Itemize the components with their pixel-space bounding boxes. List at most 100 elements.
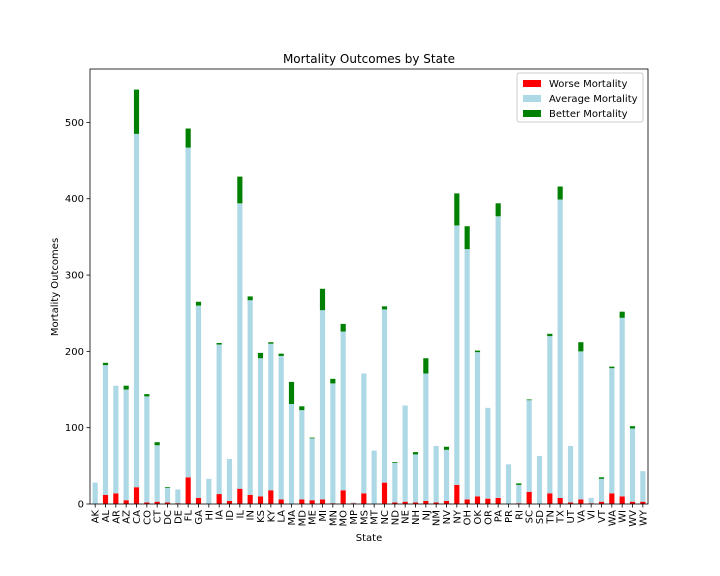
x-tick-label: IA <box>215 510 226 520</box>
bar-tx-series-0 <box>557 497 563 504</box>
y-tick-label: 300 <box>65 271 84 282</box>
x-tick-label: NC <box>380 510 391 524</box>
x-tick-label: FL <box>184 510 195 522</box>
bar-ut-series-0 <box>567 502 574 504</box>
x-tick-label: RI <box>514 510 525 520</box>
bar-ia-series-0 <box>216 494 222 504</box>
bar-la-series-2 <box>278 353 284 356</box>
x-tick-label: OH <box>463 510 474 525</box>
bar-il-series-2 <box>237 176 243 204</box>
bar-ky-series-1 <box>268 343 274 491</box>
x-tick-label: CT <box>153 509 164 523</box>
bar-ct-series-2 <box>154 442 160 446</box>
plot-area: AK AL AR AZ CA CO CT DC DE FL GA HI IA ID IL IN KS KY LA MA… <box>65 68 649 527</box>
bar-mn-series-1 <box>330 383 336 504</box>
x-tick-label: MI <box>318 510 329 522</box>
bar-nj-series-1 <box>423 373 429 501</box>
x-tick-label: CA <box>132 510 143 524</box>
bar-nd-series-2 <box>392 462 398 463</box>
bar-ca-series-0 <box>133 487 140 504</box>
bar-dc-series-1 <box>164 487 171 503</box>
x-tick-label: CO <box>142 510 153 525</box>
legend-box <box>516 72 644 123</box>
bar-wi-series-2 <box>619 311 625 318</box>
bar-il-series-1 <box>237 203 243 489</box>
y-tick-label: 100 <box>65 423 84 434</box>
bar-mp-series-1 <box>350 502 357 504</box>
x-tick-label: MD <box>297 510 308 527</box>
bar-wv-series-0 <box>629 501 636 504</box>
x-tick-label: AZ <box>122 510 133 524</box>
bar-nv-series-1 <box>443 449 450 501</box>
bar-co-series-2 <box>144 394 150 397</box>
bar-nj-series-0 <box>423 500 429 504</box>
bar-vt-series-0 <box>598 501 605 504</box>
bar-in-series-2 <box>247 296 253 301</box>
bar-ia-series-2 <box>216 342 222 345</box>
bar-mi-series-0 <box>319 499 326 504</box>
bar-co-series-1 <box>144 396 150 503</box>
bar-tn-series-2 <box>547 333 553 337</box>
bar-hi-series-1 <box>206 478 212 504</box>
bar-mo-series-0 <box>340 490 346 504</box>
legend-label: Average Mortality <box>549 94 638 105</box>
x-tick-label: NH <box>411 510 422 525</box>
x-tick-label: UT <box>566 509 577 523</box>
bar-nc-series-2 <box>381 306 388 310</box>
bar-az-series-2 <box>123 385 129 390</box>
bar-mo-series-2 <box>340 323 346 332</box>
bar-fl-series-1 <box>185 147 191 478</box>
x-tick-label: SC <box>525 510 536 523</box>
bar-ga-series-1 <box>195 305 202 498</box>
bar-ar-series-0 <box>113 493 119 504</box>
bar-ri-series-1 <box>516 484 522 504</box>
bar-ky-series-0 <box>268 490 274 504</box>
x-tick-label: PR <box>504 510 515 523</box>
x-tick-label: LA <box>277 510 288 523</box>
x-tick-label: GA <box>194 510 205 525</box>
bar-co-series-0 <box>144 502 150 504</box>
x-tick-label: AR <box>111 510 122 524</box>
bar-or-series-1 <box>485 407 491 499</box>
x-tick-label: MT <box>370 509 381 525</box>
x-tick-label: MS <box>359 510 370 525</box>
bar-tx-series-2 <box>557 186 563 200</box>
x-tick-label: KY <box>266 509 277 522</box>
bar-ok-series-0 <box>474 496 481 504</box>
x-tick-label: NY <box>452 509 463 523</box>
bar-md-series-2 <box>299 406 305 411</box>
bar-ma-series-1 <box>288 404 295 504</box>
bar-ne-series-0 <box>402 501 408 504</box>
bar-la-series-0 <box>278 499 284 504</box>
bar-ca-series-2 <box>133 89 140 134</box>
y-tick-label: 0 <box>78 500 84 511</box>
bar-oh-series-2 <box>464 226 470 250</box>
bar-id-series-0 <box>226 500 233 504</box>
bar-ut-series-1 <box>567 446 574 503</box>
x-tick-label: HI <box>204 510 215 520</box>
bar-nm-series-1 <box>433 446 439 503</box>
bar-nj-series-2 <box>423 358 429 374</box>
axes-frame <box>89 68 649 505</box>
bar-ma-series-2 <box>288 381 295 405</box>
bar-nm-series-0 <box>433 502 439 504</box>
bar-mi-series-1 <box>319 310 326 500</box>
bar-me-series-2 <box>309 437 315 439</box>
x-tick-label: MA <box>287 510 298 526</box>
x-tick-label: OR <box>483 510 494 525</box>
legend-label: Worse Mortality <box>549 79 627 90</box>
bar-oh-series-0 <box>464 499 470 504</box>
x-tick-label: DC <box>163 510 174 525</box>
bar-il-series-0 <box>237 488 243 504</box>
x-tick-label: ND <box>390 510 401 525</box>
bar-tx-series-1 <box>557 199 563 498</box>
bar-mt-series-1 <box>371 450 377 504</box>
bar-md-series-0 <box>299 499 305 504</box>
bar-nc-series-1 <box>381 309 388 483</box>
x-tick-label: PA <box>494 510 505 522</box>
bar-tn-series-0 <box>547 493 553 504</box>
bar-ne-series-1 <box>402 405 408 502</box>
bar-sd-series-1 <box>536 455 543 504</box>
bar-wa-series-2 <box>609 366 615 369</box>
legend: Worse Mortality Average Mortality Better M… <box>516 72 644 123</box>
